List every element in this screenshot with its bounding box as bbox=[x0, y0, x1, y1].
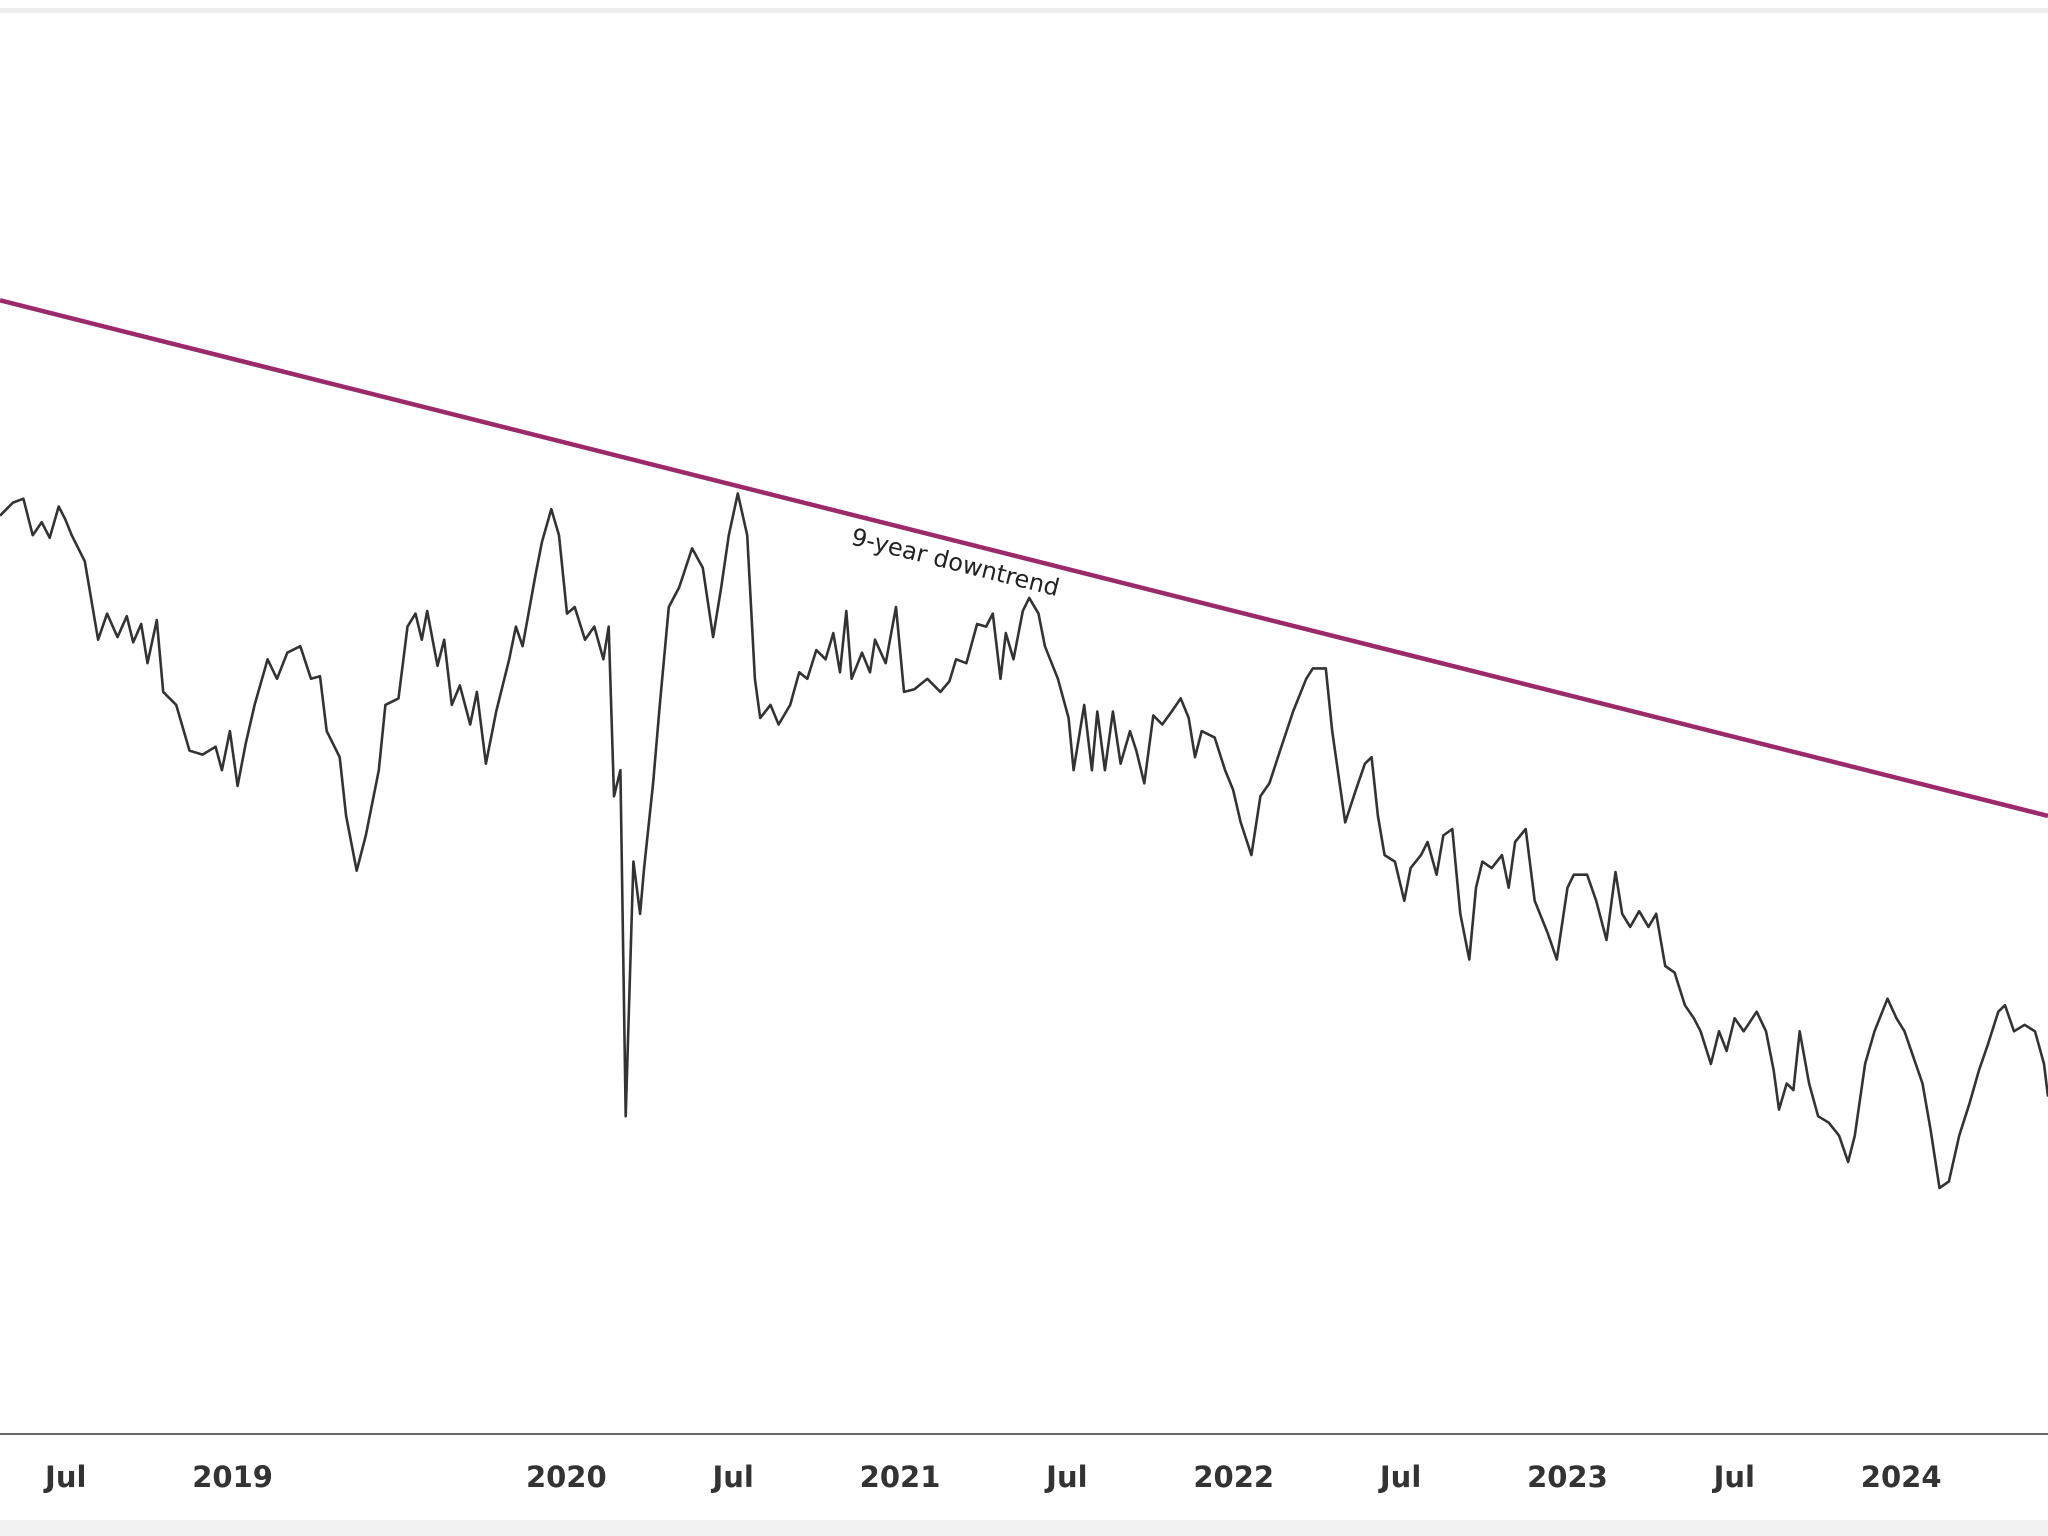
price-line bbox=[0, 492, 2048, 1190]
x-tick-label: 2022 bbox=[1193, 1460, 1274, 1494]
x-tick-label: 2019 bbox=[192, 1460, 273, 1494]
bottom-band bbox=[0, 1520, 2048, 1536]
x-tick-label: Jul bbox=[1044, 1460, 1087, 1494]
trendline bbox=[0, 298, 2048, 819]
x-tick-label: 2024 bbox=[1861, 1460, 1942, 1494]
x-tick-label: 2020 bbox=[526, 1460, 607, 1494]
x-tick-label: Jul bbox=[710, 1460, 753, 1494]
x-tick-label: Jul bbox=[1378, 1460, 1421, 1494]
x-tick-label: 2023 bbox=[1527, 1460, 1608, 1494]
top-border bbox=[0, 8, 2048, 13]
x-tick-label: Jul bbox=[43, 1460, 86, 1494]
x-tick-label: Jul bbox=[1712, 1460, 1755, 1494]
x-tick-label: 2021 bbox=[860, 1460, 941, 1494]
trendline-label: 9-year downtrend bbox=[848, 523, 1062, 602]
